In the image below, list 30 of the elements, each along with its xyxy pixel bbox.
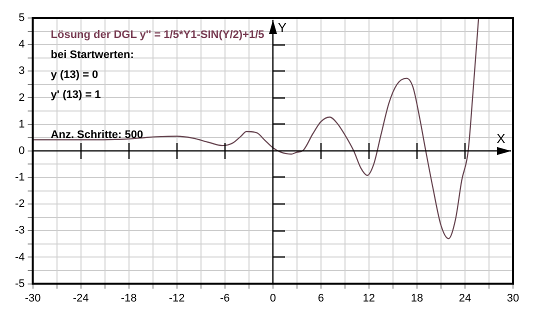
y-axis-title: Y — [278, 20, 287, 35]
x-tick-label: 12 — [362, 292, 376, 304]
y-tick-label: -5 — [15, 278, 25, 290]
x-tick-label: -6 — [220, 292, 230, 304]
annotation: Anz. Schritte: 500 — [50, 129, 144, 141]
x-tick-label: -12 — [168, 292, 185, 304]
annotation: y (13) = 0 — [50, 69, 98, 81]
x-tick-label: 18 — [410, 292, 424, 304]
annotation: y' (13) = 1 — [50, 89, 101, 101]
annotation: bei Startwerten: — [50, 49, 134, 61]
y-tick-label: -2 — [15, 198, 25, 210]
annotation: Lösung der DGL y'' = 1/5*Y1-SIN(Y/2)+1/5 — [50, 29, 264, 41]
y-tick-label: 2 — [18, 92, 25, 104]
x-tick-label: -30 — [24, 292, 41, 304]
x-tick-label: -24 — [72, 292, 89, 304]
y-tick-label: -3 — [15, 224, 25, 237]
y-tick-label: 5 — [18, 12, 25, 24]
y-tick-label: -4 — [15, 251, 25, 264]
x-axis-title: X — [496, 130, 506, 146]
x-tick-label: 24 — [458, 292, 472, 304]
y-tick-label: 4 — [18, 38, 25, 51]
x-tick-label: 6 — [318, 292, 324, 304]
x-tick-label: 30 — [506, 292, 520, 304]
y-tick-label: -1 — [15, 172, 25, 184]
x-tick-label: 0 — [270, 292, 276, 304]
y-tick-label: 3 — [18, 65, 25, 78]
line-series — [32, 18, 480, 240]
y-tick-label: 0 — [18, 144, 25, 157]
x-tick-label: -18 — [120, 292, 137, 304]
y-tick-label: 1 — [18, 118, 25, 130]
